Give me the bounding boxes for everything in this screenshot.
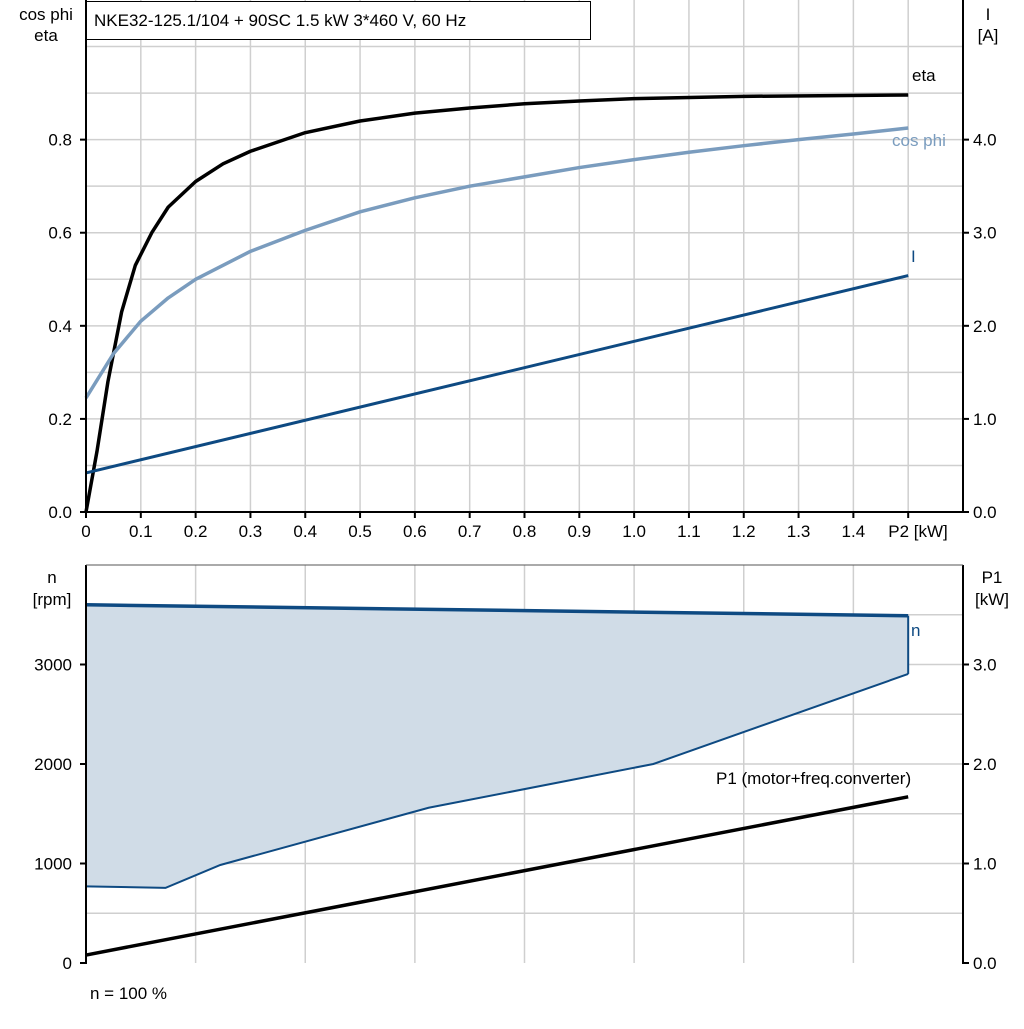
- y-tick-label-left: 0: [63, 954, 72, 973]
- top-right-axis-label-1: I: [986, 5, 991, 24]
- y-tick-label-right: 3.0: [973, 224, 997, 243]
- top-left-axis-label-1: cos phi: [19, 5, 73, 24]
- n-min-line: [85, 673, 909, 889]
- series-line-eta: [84, 93, 909, 513]
- bottom-left-axis-label-1: n: [47, 568, 56, 587]
- y-tick-label-left: 0.8: [48, 131, 72, 150]
- bottom-right-axis-label-1: P1: [982, 568, 1003, 587]
- top-right-axis-label-2: [A]: [978, 26, 999, 45]
- y-tick-label-right: 3.0: [973, 656, 997, 675]
- x-tick-label: 0.8: [513, 522, 537, 541]
- y-tick-label-left: 1000: [34, 855, 72, 874]
- series-label-I: I: [911, 247, 916, 266]
- x-tick-label: 1.3: [787, 522, 811, 541]
- x-tick-label: 0: [81, 522, 90, 541]
- y-tick-label-left: 3000: [34, 656, 72, 675]
- x-tick-label: 1.4: [842, 522, 866, 541]
- speed-footer: n = 100 %: [90, 984, 167, 1003]
- y-tick-label-right: 4.0: [973, 131, 997, 150]
- bottom-left-axis-label-2: [rpm]: [33, 590, 72, 609]
- title-box: [86, 1, 591, 40]
- x-tick-label: 0.5: [348, 522, 372, 541]
- x-tick-label: 0.7: [458, 522, 482, 541]
- x-tick-label: 0.6: [403, 522, 427, 541]
- y-tick-label-left: 0.6: [48, 224, 72, 243]
- series-line-I: [85, 274, 909, 475]
- bottom-right-axis-label-2: [kW]: [975, 590, 1009, 609]
- x-tick-label: 1.1: [677, 522, 701, 541]
- y-tick-label-left: 0.4: [48, 317, 72, 336]
- x-tick-label: 0.3: [239, 522, 263, 541]
- x-tick-label: 0.1: [129, 522, 153, 541]
- series-line-P1: [85, 795, 909, 957]
- x-tick-label: 0.2: [184, 522, 208, 541]
- series-label-P1: P1 (motor+freq.converter): [716, 769, 911, 788]
- series-label-eta: eta: [912, 66, 936, 85]
- y-tick-label-left: 0.0: [48, 503, 72, 522]
- series-line-n: [85, 603, 909, 618]
- y-tick-label-right: 0.0: [973, 954, 997, 973]
- x-tick-label: 0.4: [293, 522, 317, 541]
- y-tick-label-left: 2000: [34, 755, 72, 774]
- y-tick-label-right: 0.0: [973, 503, 997, 522]
- top-x-axis-label: P2 [kW]: [888, 522, 948, 541]
- n-operating-area: [86, 604, 909, 888]
- y-tick-label-right: 2.0: [973, 755, 997, 774]
- y-tick-label-right: 1.0: [973, 410, 997, 429]
- series-line-cos-phi: [84, 126, 909, 399]
- series-label-cos-phi: cos phi: [892, 131, 946, 150]
- chart-title: NKE32-125.1/104 + 90SC 1.5 kW 3*460 V, 6…: [94, 11, 466, 30]
- x-tick-label: 1.0: [622, 522, 646, 541]
- y-tick-label-left: 0.2: [48, 410, 72, 429]
- series-label-n: n: [911, 621, 920, 640]
- y-tick-label-right: 1.0: [973, 855, 997, 874]
- top-left-axis-label-2: eta: [34, 26, 58, 45]
- y-tick-label-right: 2.0: [973, 317, 997, 336]
- x-tick-label: 1.2: [732, 522, 756, 541]
- x-tick-label: 0.9: [567, 522, 591, 541]
